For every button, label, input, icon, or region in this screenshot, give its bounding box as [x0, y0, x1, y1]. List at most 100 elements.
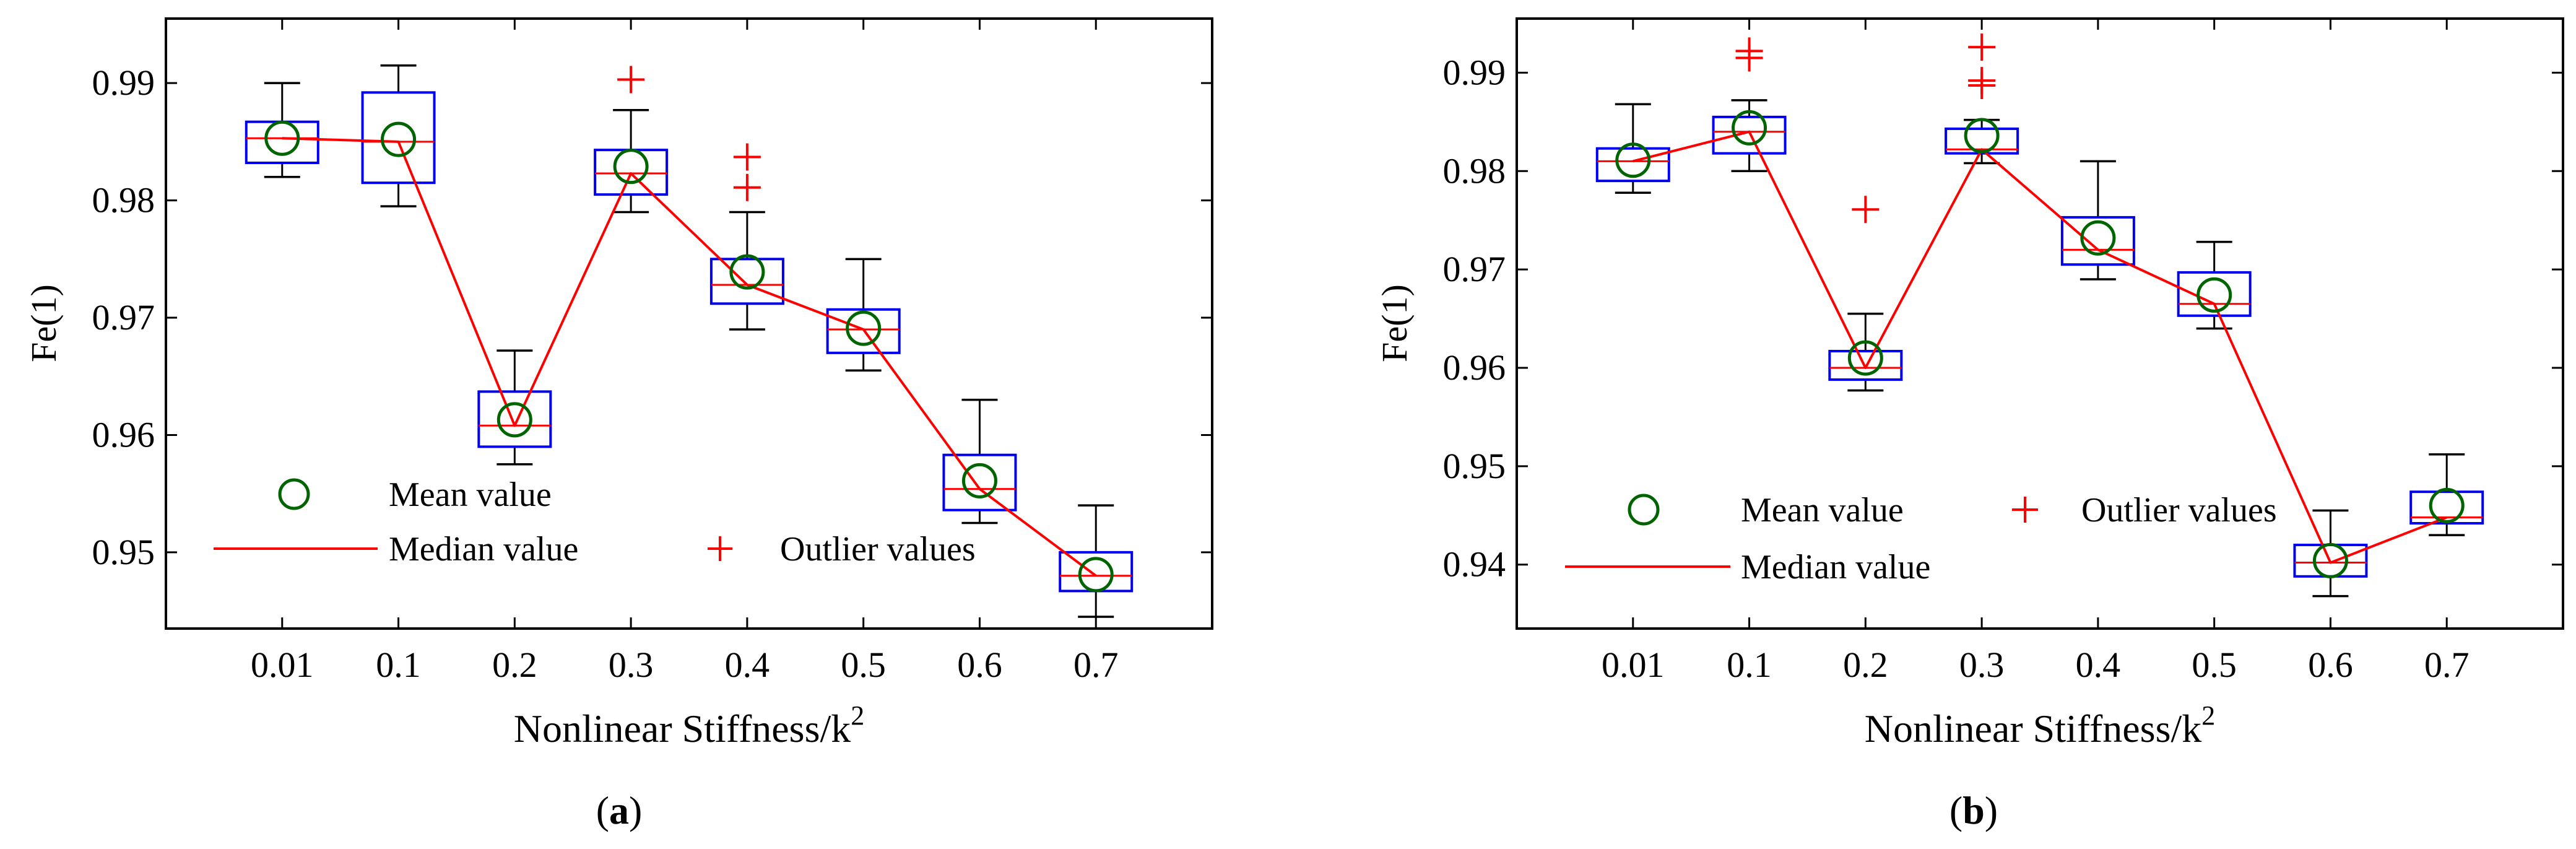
x-axis-label-sup-a: 2 [851, 700, 864, 731]
iqr-box [1595, 147, 1670, 183]
x-tick-label-a: 0.01 [251, 645, 314, 685]
iqr-box [245, 120, 319, 164]
mean-marker-b [1615, 142, 1651, 178]
outlier-point [1735, 37, 1763, 65]
x-tick-label-a: 0.5 [841, 645, 886, 685]
x-axis-label-a: Nonlinear Stiffness/k2 [514, 700, 865, 751]
box-a-0 [245, 82, 319, 178]
legend-median-text-b: Median value [1741, 548, 1930, 586]
box-b-1 [1712, 37, 1787, 172]
x-tick-label-a: 0.2 [492, 645, 537, 685]
panel-a: 0.95 0.96 0.97 0.98 0.99 0.01 0.1 0.2 0.3 0.4 0.5 0… [24, 17, 1213, 832]
y-tick-label-a: 0.99 [92, 63, 155, 103]
axes-frame-b [1516, 17, 2564, 630]
box-a-6 [942, 398, 1017, 525]
axes-frame-a [165, 17, 1213, 630]
x-axis-label-text-b: Nonlinear Stiffness/k [1865, 707, 2202, 751]
panel-label-letter-a: a [609, 788, 629, 832]
box-b-2 [1828, 196, 1903, 392]
iqr-box [361, 91, 436, 185]
legend-mean-marker-b [1628, 494, 1660, 526]
mean-marker-b [1732, 110, 1767, 146]
box-a-3 [594, 66, 669, 214]
outlier-point [617, 66, 645, 94]
iqr-box [2177, 271, 2252, 317]
legend-outlier-text-b: Outlier values [2081, 491, 2277, 529]
median-line-b [1633, 130, 2447, 564]
y-tick-label-b: 0.96 [1443, 347, 1506, 388]
iqr-box [709, 258, 784, 305]
panel-label-b: (b) [1949, 788, 1998, 832]
y-tick-label-a: 0.98 [92, 180, 155, 220]
outlier-point [1968, 67, 1996, 95]
y-tick-label-b: 0.99 [1443, 52, 1506, 92]
x-tick-label-a: 0.1 [376, 645, 421, 685]
plot-area-b [1595, 33, 2484, 598]
median-line-a [282, 137, 1097, 577]
y-tick-label-b: 0.98 [1443, 150, 1506, 191]
x-tick-label-b: 0.2 [1843, 645, 1888, 685]
legend-outlier-marker-a [708, 536, 732, 561]
mean-marker-a [497, 402, 532, 438]
legend-median-text-a: Median value [389, 530, 578, 568]
x-tick-label-b: 0.5 [2192, 645, 2237, 685]
y-tick-label-a: 0.96 [92, 414, 155, 455]
x-axis-label-text-a: Nonlinear Stiffness/k [514, 707, 851, 751]
x-axis-label-sup-b: 2 [2201, 700, 2215, 731]
y-tick-label-a: 0.95 [92, 532, 155, 572]
legend-a: Mean value Median value Outlier values [214, 476, 976, 568]
outlier-point [733, 173, 761, 201]
x-tick-label-a: 0.7 [1073, 645, 1119, 685]
x-tick-label-b: 0.7 [2424, 645, 2470, 685]
mean-marker-a [613, 149, 649, 185]
mean-marker-a [264, 120, 300, 156]
iqr-box [2409, 490, 2484, 525]
mean-marker-b [2080, 220, 2116, 256]
box-b-0 [1595, 103, 1670, 194]
iqr-box [942, 453, 1017, 512]
panel-label-letter-b: b [1962, 788, 1985, 832]
x-tick-label-b: 0.01 [1602, 645, 1665, 685]
legend-outlier-text-a: Outlier values [780, 530, 976, 568]
outlier-point [733, 143, 761, 171]
panel-b: 0.94 0.95 0.96 0.97 0.98 0.99 0.01 0.1 0.2 0.3 0.4… [1374, 17, 2564, 832]
mean-marker-b [2312, 542, 2348, 578]
x-tick-label-a: 0.4 [725, 645, 770, 685]
legend-outlier-marker-b [2012, 497, 2038, 523]
x-tick-label-b: 0.4 [2076, 645, 2121, 685]
y-tick-label-b: 0.97 [1443, 249, 1506, 289]
x-tick-label-a: 0.3 [609, 645, 654, 685]
legend-mean-text-a: Mean value [389, 476, 552, 514]
mean-marker-a [846, 310, 882, 346]
box-a-7 [1059, 504, 1134, 618]
box-a-1 [361, 64, 436, 207]
plot-area-a [245, 64, 1134, 618]
iqr-box [2060, 216, 2135, 266]
mean-marker-a [1078, 557, 1114, 593]
x-axis-label-b: Nonlinear Stiffness/k2 [1865, 700, 2216, 751]
outlier-point [1968, 33, 1996, 61]
y-axis-label-a: Fe(1) [24, 284, 64, 362]
x-tick-label-b: 0.3 [1959, 645, 2005, 685]
y-tick-label-a: 0.97 [92, 297, 155, 337]
box-a-5 [826, 258, 901, 372]
ticks-a: 0.95 0.96 0.97 0.98 0.99 0.01 0.1 0.2 0.3 0.4 0.5 0… [92, 19, 1212, 685]
legend-mean-marker-a [278, 478, 310, 510]
x-tick-label-b: 0.6 [2308, 645, 2353, 685]
ticks-b: 0.94 0.95 0.96 0.97 0.98 0.99 0.01 0.1 0.2 0.3 0.4… [1443, 19, 2563, 685]
x-tick-label-a: 0.6 [957, 645, 1002, 685]
iqr-box [826, 308, 901, 354]
box-b-5 [2177, 240, 2252, 330]
outlier-point [1852, 196, 1880, 224]
mean-marker-b [1964, 118, 2000, 154]
iqr-box [1945, 127, 2019, 155]
box-b-7 [2409, 453, 2484, 536]
mean-marker-b [1847, 340, 1883, 376]
box-b-3 [1945, 33, 2019, 165]
y-tick-label-b: 0.94 [1443, 544, 1506, 585]
mean-marker-a [961, 463, 997, 499]
mean-marker-a [381, 121, 417, 157]
box-a-2 [477, 349, 552, 466]
legend-b: Mean value Outlier values Median value [1565, 491, 2277, 586]
